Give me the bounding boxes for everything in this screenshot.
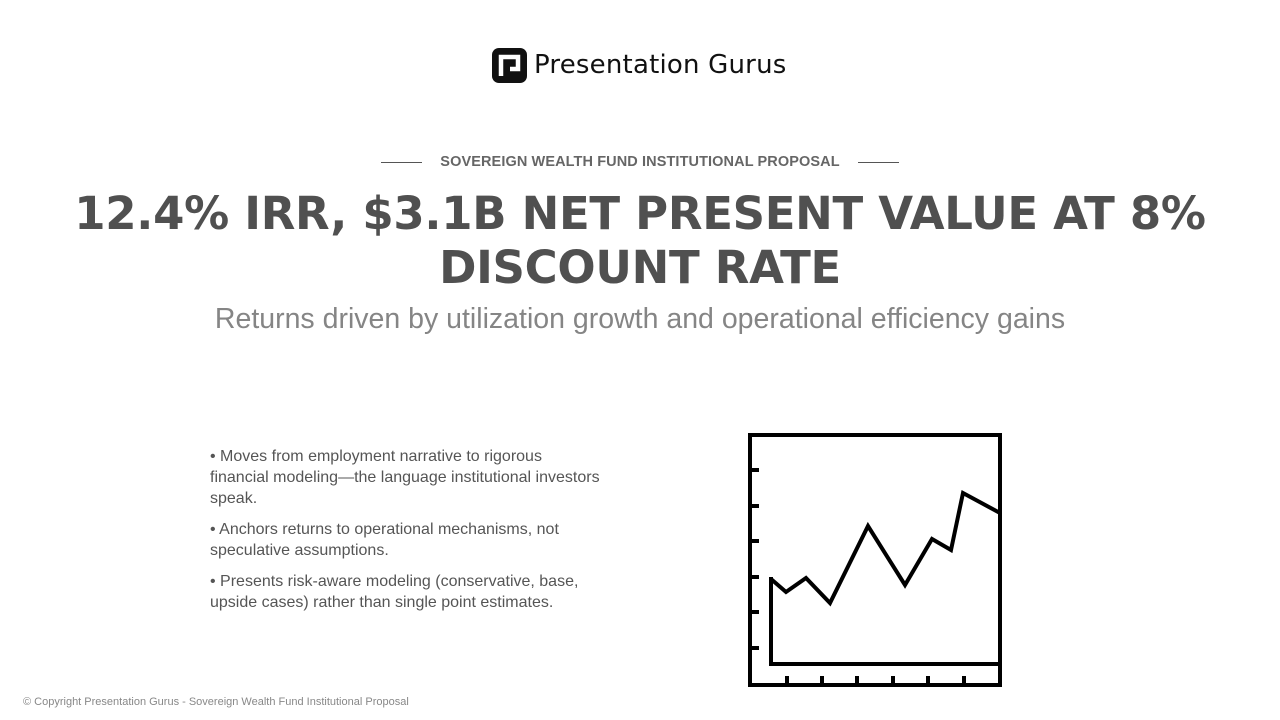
- bullet-item: • Presents risk-aware modeling (conserva…: [210, 573, 579, 611]
- eyebrow-divider-left: [381, 161, 423, 163]
- eyebrow: SOVEREIGN WEALTH FUND INSTITUTIONAL PROP…: [0, 152, 1280, 172]
- line-chart-icon: [748, 433, 1002, 687]
- bullet-list: • Moves from employment narrative to rig…: [210, 446, 600, 623]
- slide-title: 12.4% IRR, $3.1B NET PRESENT VALUE AT 8%…: [74, 187, 1206, 294]
- bullet-item: • Anchors returns to operational mechani…: [210, 521, 559, 559]
- slide-subtitle: Returns driven by utilization growth and…: [214, 303, 1066, 335]
- footer-copyright: © Copyright Presentation Gurus - Soverei…: [23, 696, 409, 708]
- brand-logo: Presentation Gurus: [492, 47, 787, 83]
- presentation-gurus-logo-icon: [492, 47, 527, 83]
- bullet-item: • Moves from employment narrative to rig…: [210, 448, 600, 507]
- eyebrow-divider-right: [857, 161, 899, 163]
- brand-name: Presentation Gurus: [534, 50, 787, 80]
- eyebrow-label: SOVEREIGN WEALTH FUND INSTITUTIONAL PROP…: [440, 154, 840, 170]
